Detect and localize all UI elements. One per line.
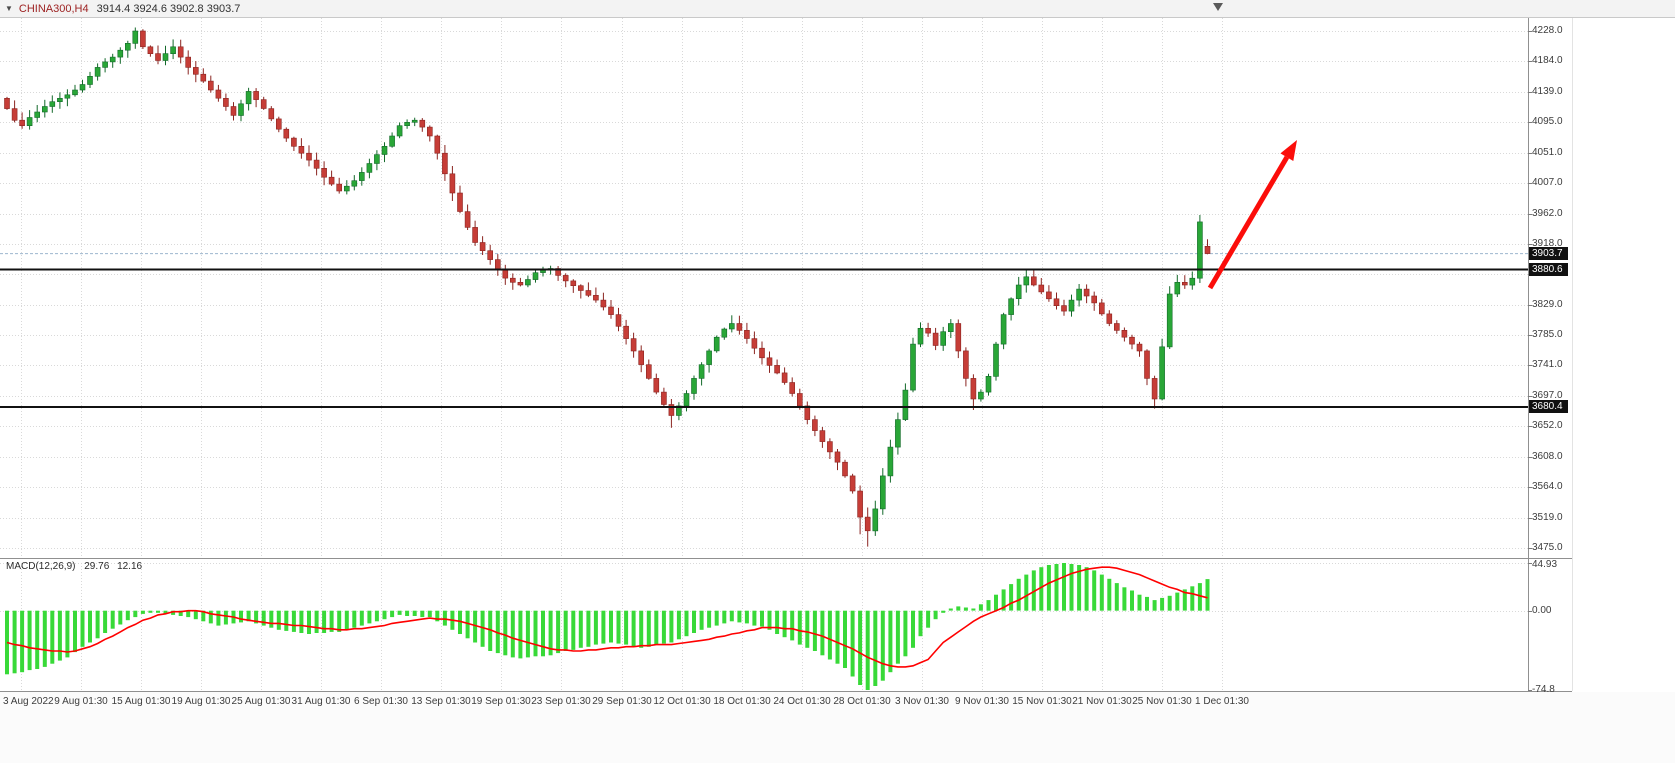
trend-arrow[interactable]: [1207, 140, 1297, 290]
macd-histogram: [5, 563, 1210, 690]
macd-indicator-label: MACD(12,26,9) 29.76 12.16: [6, 561, 142, 572]
macd-main-value: 29.76: [84, 561, 110, 572]
chart-shift-marker-icon[interactable]: [1213, 3, 1223, 11]
candles-series: [4, 27, 1211, 547]
macd-name: MACD(12,26,9): [6, 561, 76, 572]
macd-signal-line: [6, 566, 1208, 668]
symbol-timeframe-label: CHINA300,H4: [18, 2, 89, 15]
grid: [0, 18, 1528, 690]
macd-signal-value: 12.16: [117, 561, 143, 572]
time-axis[interactable]: [0, 692, 1675, 763]
panel-borders: [0, 17, 1675, 692]
chart-header-bar: ▼ CHINA300,H4 3914.4 3924.6 3902.8 3903.…: [0, 0, 1675, 17]
ohlc-values: 3914.4 3924.6 3902.8 3903.7: [96, 2, 241, 15]
symbol-dropdown-icon[interactable]: ▼: [5, 4, 13, 13]
